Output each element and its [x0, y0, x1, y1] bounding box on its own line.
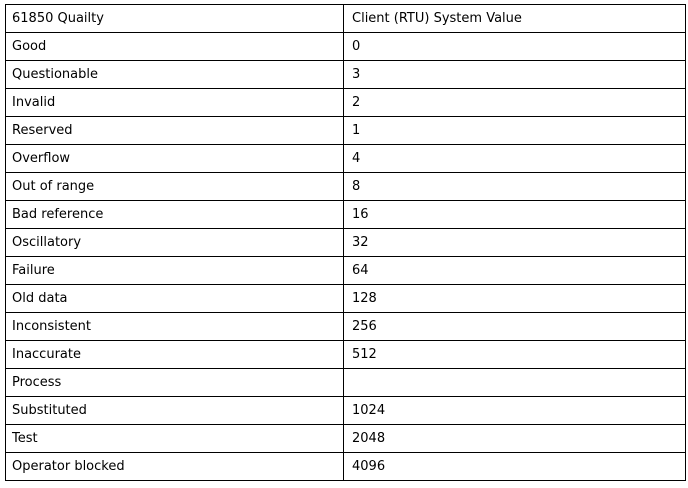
- table-row: Good 0: [5, 32, 686, 61]
- quality-cell: Oscillatory: [5, 228, 344, 257]
- table-row: Questionable 3: [5, 60, 686, 89]
- table-row: Inconsistent 256: [5, 312, 686, 341]
- table-row: Test 2048: [5, 424, 686, 453]
- value-cell: 64: [343, 256, 686, 285]
- table-row: Reserved 1: [5, 116, 686, 145]
- table-row: Process: [5, 368, 686, 397]
- table-row: Bad reference 16: [5, 200, 686, 229]
- table-row: Out of range 8: [5, 172, 686, 201]
- table-row: Overflow 4: [5, 144, 686, 173]
- value-cell: 3: [343, 60, 686, 89]
- table-row: Oscillatory 32: [5, 228, 686, 257]
- table-body: Good 0 Questionable 3 Invalid 2 Reserved…: [5, 32, 686, 481]
- quality-mapping-table: 61850 Quailty Client (RTU) System Value …: [5, 4, 686, 481]
- value-cell: 16: [343, 200, 686, 229]
- quality-cell: Invalid: [5, 88, 344, 117]
- quality-cell: Old data: [5, 284, 344, 313]
- value-cell: 128: [343, 284, 686, 313]
- quality-cell: Operator blocked: [5, 452, 344, 481]
- value-cell: 2048: [343, 424, 686, 453]
- header-row: 61850 Quailty Client (RTU) System Value: [5, 4, 686, 33]
- table-row: Operator blocked 4096: [5, 452, 686, 481]
- value-cell: 1024: [343, 396, 686, 425]
- quality-cell: Bad reference: [5, 200, 344, 229]
- quality-cell: Good: [5, 32, 344, 61]
- value-cell: 2: [343, 88, 686, 117]
- table-row: Failure 64: [5, 256, 686, 285]
- quality-cell: Inaccurate: [5, 340, 344, 369]
- value-cell: 8: [343, 172, 686, 201]
- value-cell: [343, 368, 686, 397]
- value-cell: 512: [343, 340, 686, 369]
- quality-cell: Overflow: [5, 144, 344, 173]
- quality-cell: Out of range: [5, 172, 344, 201]
- quality-cell: Test: [5, 424, 344, 453]
- value-cell: 4: [343, 144, 686, 173]
- header-quality: 61850 Quailty: [5, 4, 344, 33]
- table-row: Invalid 2: [5, 88, 686, 117]
- quality-cell: Substituted: [5, 396, 344, 425]
- value-cell: 256: [343, 312, 686, 341]
- quality-cell: Reserved: [5, 116, 344, 145]
- value-cell: 4096: [343, 452, 686, 481]
- table-header: 61850 Quailty Client (RTU) System Value: [5, 4, 686, 33]
- table-row: Old data 128: [5, 284, 686, 313]
- quality-cell: Failure: [5, 256, 344, 285]
- quality-cell: Inconsistent: [5, 312, 344, 341]
- table-row: Inaccurate 512: [5, 340, 686, 369]
- value-cell: 0: [343, 32, 686, 61]
- quality-cell: Process: [5, 368, 344, 397]
- value-cell: 1: [343, 116, 686, 145]
- value-cell: 32: [343, 228, 686, 257]
- header-system-value: Client (RTU) System Value: [343, 4, 686, 33]
- quality-cell: Questionable: [5, 60, 344, 89]
- table-row: Substituted 1024: [5, 396, 686, 425]
